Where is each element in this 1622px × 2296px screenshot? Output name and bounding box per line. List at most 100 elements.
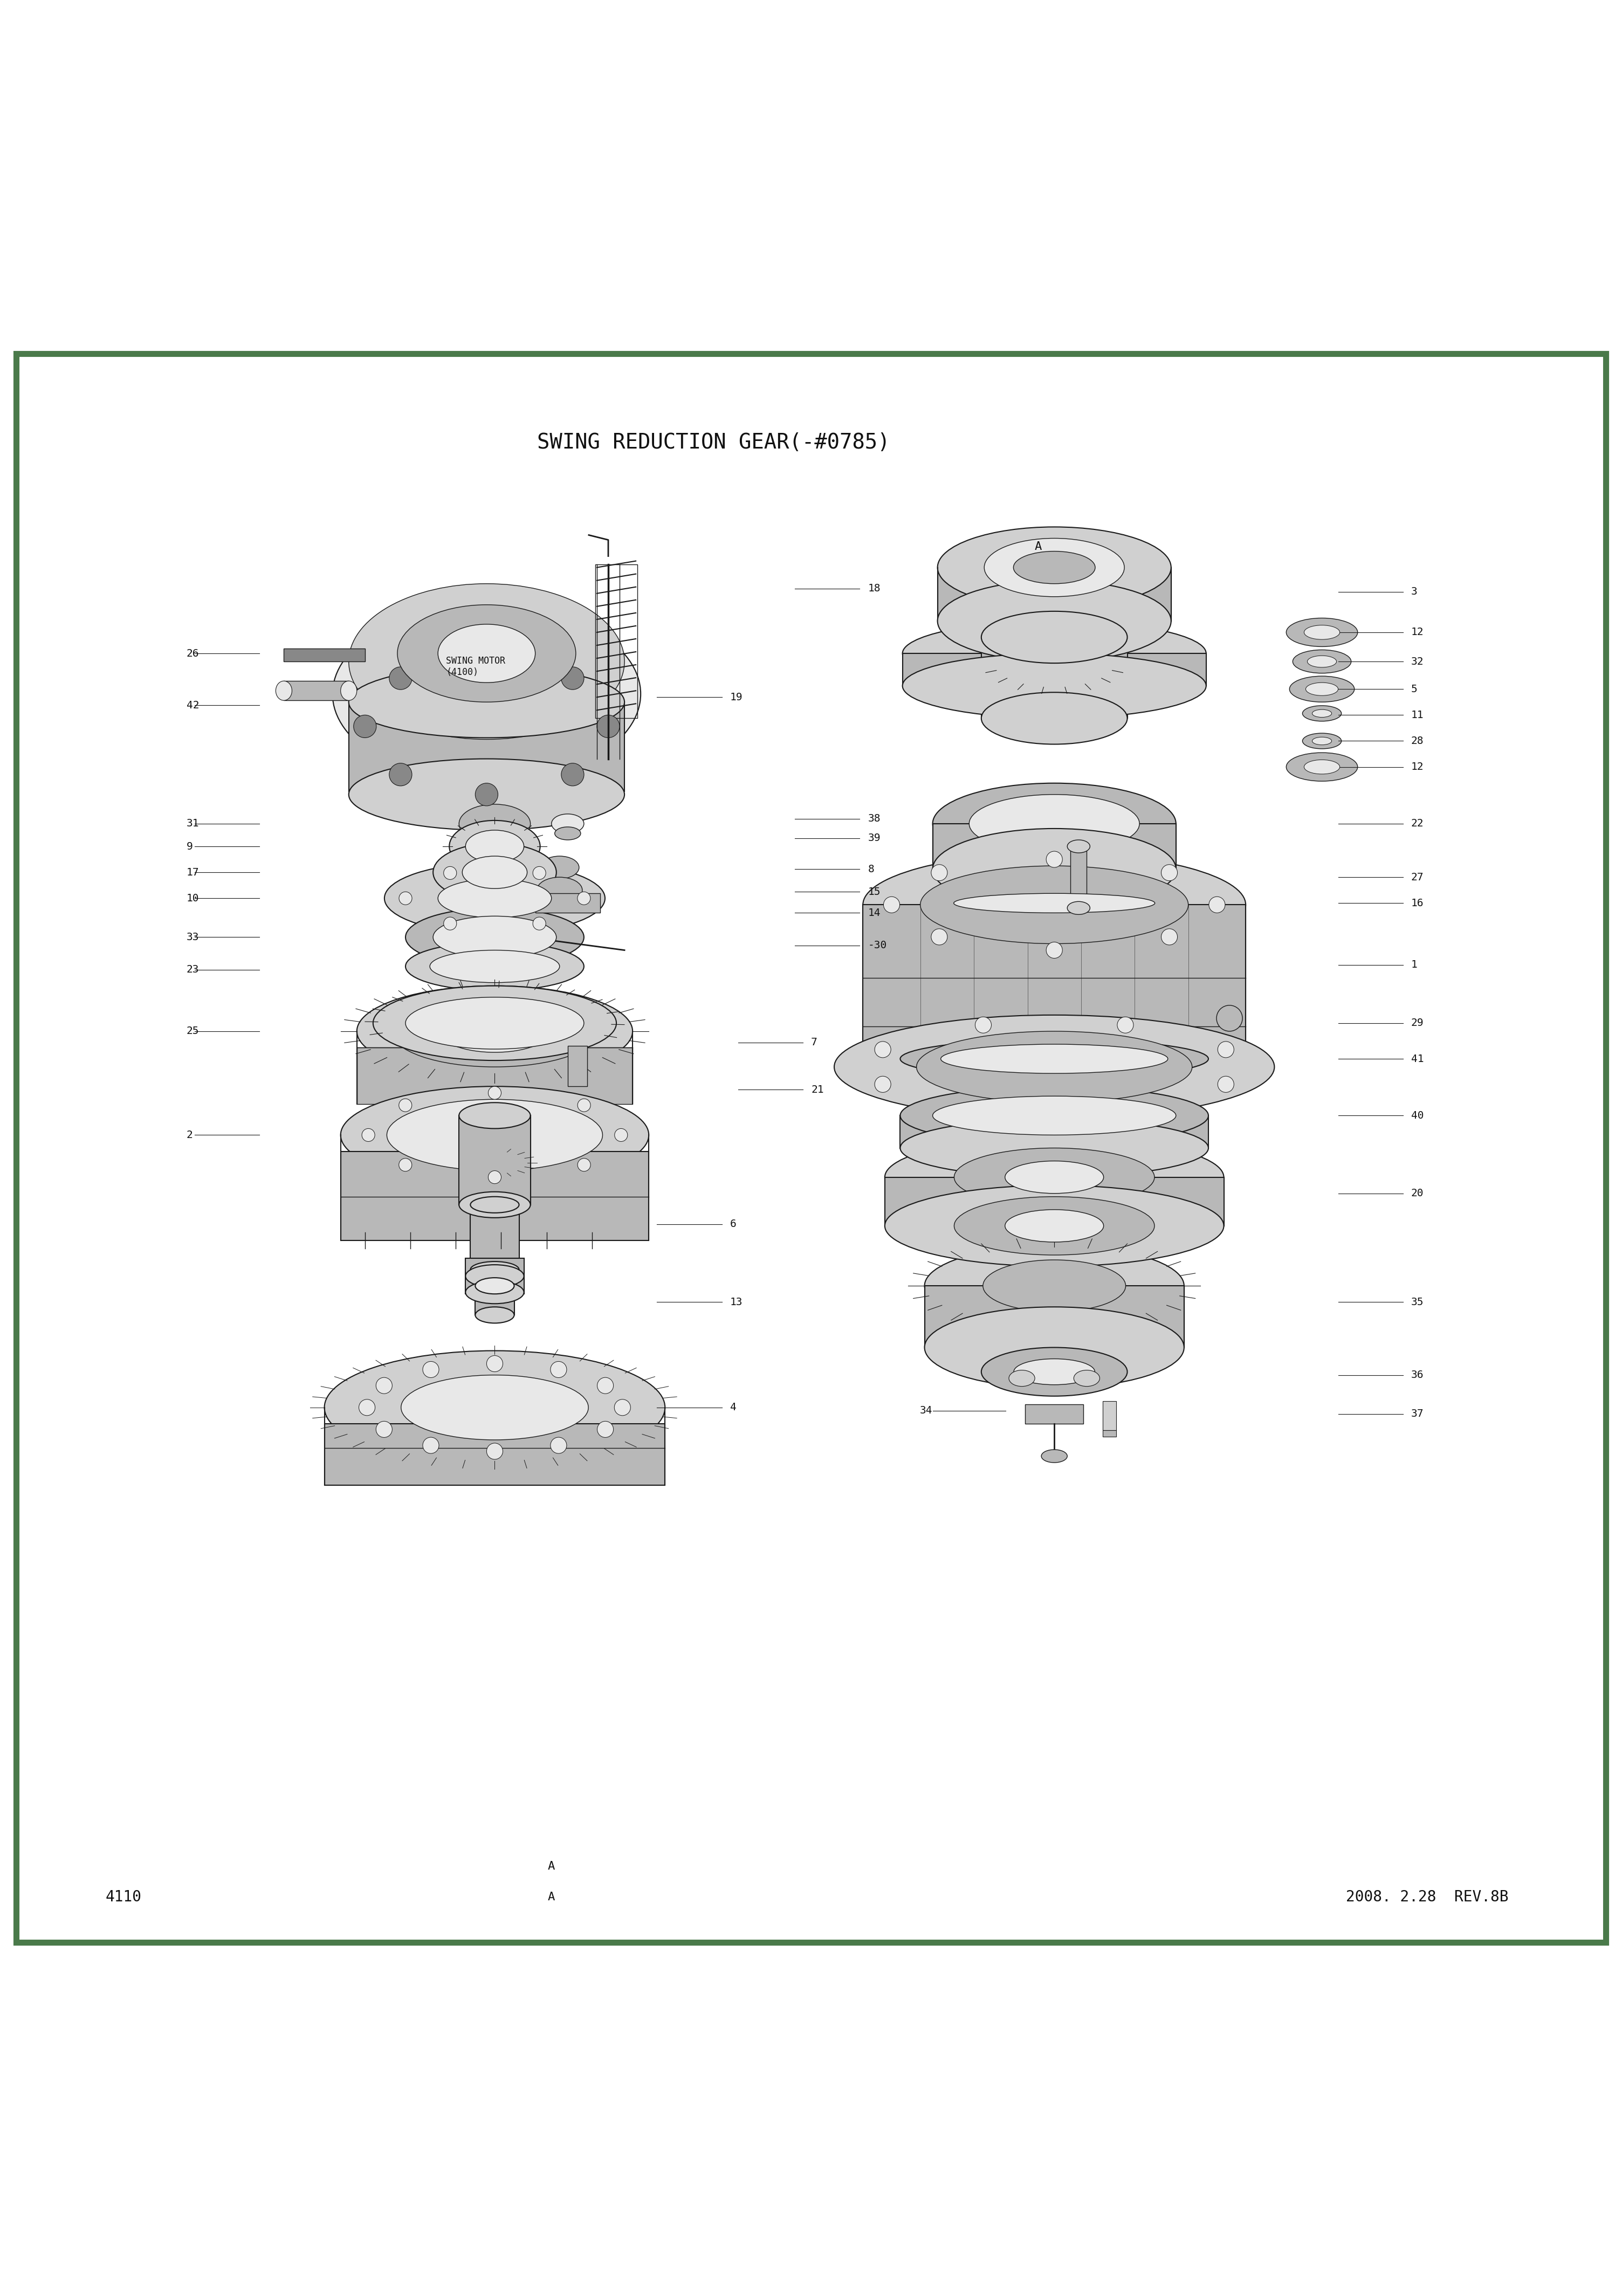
Circle shape: [376, 1378, 393, 1394]
Bar: [284, 682, 349, 700]
Ellipse shape: [1067, 902, 1090, 914]
Ellipse shape: [1289, 675, 1354, 703]
Text: 18: 18: [868, 583, 881, 595]
Text: 14: 14: [868, 907, 881, 918]
Bar: [925, 1286, 1184, 1348]
Ellipse shape: [391, 996, 599, 1068]
Circle shape: [1118, 1100, 1134, 1116]
Bar: [1103, 1401, 1116, 1430]
Ellipse shape: [341, 682, 357, 700]
Circle shape: [362, 1130, 375, 1141]
Ellipse shape: [406, 941, 584, 990]
Text: 28: 28: [1411, 735, 1424, 746]
Circle shape: [1046, 941, 1062, 957]
Ellipse shape: [920, 866, 1189, 944]
Text: 42: 42: [187, 700, 200, 709]
Ellipse shape: [459, 804, 530, 843]
Text: 1: 1: [1411, 960, 1418, 969]
Ellipse shape: [466, 1281, 524, 1304]
Text: 41: 41: [1411, 1054, 1424, 1063]
Ellipse shape: [981, 693, 1127, 744]
Ellipse shape: [462, 856, 527, 889]
Text: 7: 7: [811, 1038, 817, 1047]
Circle shape: [975, 1100, 991, 1116]
Text: 33: 33: [187, 932, 200, 941]
Ellipse shape: [925, 1306, 1184, 1389]
Circle shape: [577, 1100, 590, 1111]
Bar: [466, 1258, 524, 1295]
Ellipse shape: [373, 985, 616, 1061]
Text: 31: 31: [187, 820, 200, 829]
Ellipse shape: [324, 1350, 665, 1465]
Ellipse shape: [938, 581, 1171, 661]
Ellipse shape: [466, 831, 524, 863]
Ellipse shape: [949, 1102, 1160, 1162]
Bar: [470, 1205, 519, 1270]
Text: 32: 32: [1411, 657, 1424, 666]
Text: 12: 12: [1411, 627, 1424, 638]
Text: 2: 2: [187, 1130, 193, 1141]
Text: 2008. 2.28  REV.8B: 2008. 2.28 REV.8B: [1346, 1890, 1508, 1906]
Ellipse shape: [1009, 1371, 1035, 1387]
Ellipse shape: [900, 1118, 1208, 1178]
Ellipse shape: [1067, 840, 1090, 852]
Circle shape: [597, 1421, 613, 1437]
Ellipse shape: [1302, 705, 1341, 721]
Text: 21: 21: [811, 1084, 824, 1095]
Circle shape: [475, 647, 498, 670]
Circle shape: [443, 916, 457, 930]
Ellipse shape: [438, 625, 535, 682]
Ellipse shape: [933, 829, 1176, 909]
Circle shape: [354, 714, 376, 737]
Ellipse shape: [433, 843, 556, 902]
Circle shape: [561, 762, 584, 785]
Ellipse shape: [433, 916, 556, 957]
Ellipse shape: [386, 1100, 603, 1171]
Ellipse shape: [540, 856, 579, 879]
Ellipse shape: [981, 611, 1127, 664]
Ellipse shape: [954, 893, 1155, 914]
Ellipse shape: [440, 1010, 550, 1052]
Text: 16: 16: [1411, 898, 1424, 909]
Bar: [324, 1424, 665, 1486]
Ellipse shape: [406, 996, 584, 1049]
Text: 27: 27: [1411, 872, 1424, 882]
Circle shape: [1218, 1042, 1234, 1058]
Ellipse shape: [834, 1015, 1275, 1118]
Bar: [949, 1068, 1160, 1132]
Text: 29: 29: [1411, 1017, 1424, 1029]
Ellipse shape: [925, 1244, 1184, 1327]
Circle shape: [487, 1444, 503, 1460]
Ellipse shape: [1304, 760, 1340, 774]
Text: 38: 38: [868, 813, 881, 824]
Ellipse shape: [954, 1196, 1155, 1256]
Ellipse shape: [357, 985, 633, 1077]
Circle shape: [399, 891, 412, 905]
Bar: [863, 905, 1246, 1068]
Circle shape: [399, 1100, 412, 1111]
Ellipse shape: [886, 1185, 1223, 1267]
Ellipse shape: [430, 951, 560, 983]
Ellipse shape: [475, 1306, 514, 1322]
Text: 20: 20: [1411, 1189, 1424, 1199]
Bar: [341, 1150, 649, 1240]
Ellipse shape: [1286, 753, 1358, 781]
Bar: [902, 654, 1207, 687]
Text: 12: 12: [1411, 762, 1424, 771]
Bar: [900, 1116, 1208, 1148]
Text: 19: 19: [730, 691, 743, 703]
Circle shape: [487, 1355, 503, 1371]
Ellipse shape: [401, 1375, 589, 1440]
Text: 4110: 4110: [105, 1890, 141, 1906]
Text: 3: 3: [1411, 588, 1418, 597]
Circle shape: [358, 1398, 375, 1417]
Bar: [459, 1116, 530, 1205]
Bar: [1071, 847, 1087, 907]
Ellipse shape: [925, 891, 1184, 916]
Circle shape: [475, 783, 498, 806]
Ellipse shape: [397, 604, 576, 703]
Circle shape: [423, 1437, 440, 1453]
Ellipse shape: [537, 877, 582, 902]
Text: 25: 25: [187, 1026, 200, 1035]
Text: 40: 40: [1411, 1111, 1424, 1120]
